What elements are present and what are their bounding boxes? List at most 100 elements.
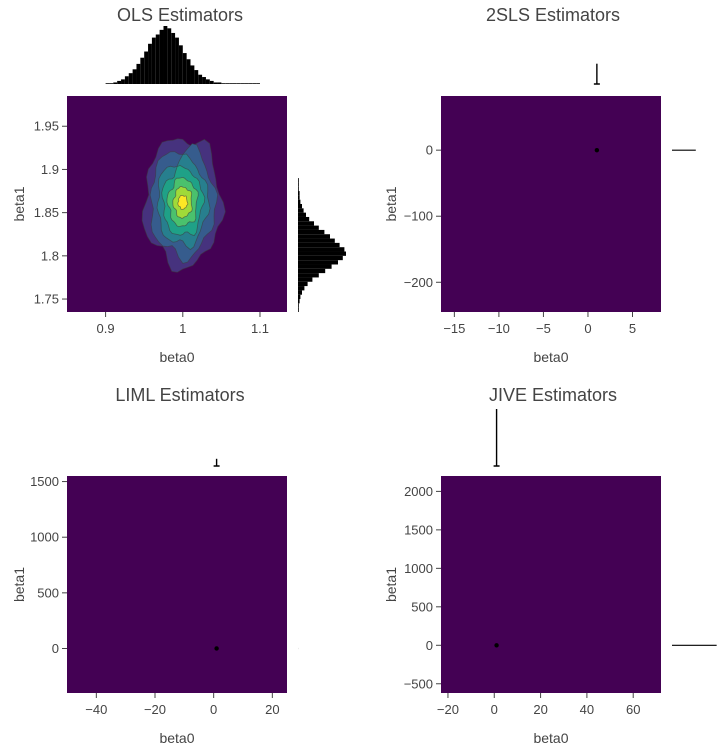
y-tick-label: 500 xyxy=(411,599,433,614)
marginal-x-bar xyxy=(144,51,149,84)
marginal-y-bar xyxy=(298,238,335,243)
chart-title: 2SLS Estimators xyxy=(486,5,620,25)
marginal-y-bar xyxy=(298,255,343,261)
marginal-y-bar xyxy=(298,195,300,200)
x-tick-label: 0.9 xyxy=(97,321,115,336)
marginal-y-bar xyxy=(298,212,306,217)
marginal-x-bar xyxy=(121,79,125,84)
x-tick-label: 60 xyxy=(626,702,640,717)
marginal-x-bar xyxy=(128,73,133,84)
panel-liml: LIML Estimators −40 −20 0 20 0 500 1000 1500 beta… xyxy=(11,385,299,746)
marginal-y-bar xyxy=(298,216,310,222)
marginal-y-bar xyxy=(298,281,308,287)
density-point xyxy=(214,646,219,651)
marginal-y-bar xyxy=(298,208,304,213)
marginal-x-bar xyxy=(167,28,172,84)
panel-2sls: 2SLS Estimators −15 −10 −5 0 5 −200 −100 0 beta0 b… xyxy=(383,5,696,365)
y-tick-label: 2000 xyxy=(404,484,433,499)
marginal-y-bar xyxy=(298,290,302,295)
marginal-x-bar xyxy=(105,83,110,84)
x-tick-label: 0 xyxy=(210,702,217,717)
x-tick-label: −20 xyxy=(437,702,459,717)
marginal-x-bar xyxy=(178,45,183,84)
y-tick-label: 1500 xyxy=(404,522,433,537)
y-tick-label: −200 xyxy=(404,275,433,290)
y-tick-label: 0 xyxy=(52,641,59,656)
marginal-x-bar xyxy=(213,82,218,84)
x-tick-label: 0 xyxy=(584,321,591,336)
y-tick-label: −100 xyxy=(404,209,433,224)
x-axis-label: beta0 xyxy=(159,349,194,365)
marginal-x-bar xyxy=(221,83,226,84)
marginal-y-bar xyxy=(298,242,340,248)
marginal-x-bar xyxy=(205,79,210,84)
marginal-x-bar xyxy=(194,70,199,84)
chart-title: OLS Estimators xyxy=(117,5,243,25)
x-tick-label: −5 xyxy=(536,321,551,336)
x-tick-label: 5 xyxy=(629,321,636,336)
marginal-x-bar xyxy=(132,69,137,84)
y-tick-label: 0 xyxy=(426,143,433,158)
marginal-x-bar xyxy=(232,83,237,84)
marginal-x-bar xyxy=(182,53,187,84)
x-axis-label: beta0 xyxy=(159,730,194,746)
y-tick-label: 1500 xyxy=(30,474,59,489)
marginal-y-bar xyxy=(298,234,330,239)
marginal-y-bar xyxy=(298,221,314,226)
marginal-x-bar xyxy=(155,34,160,84)
x-tick-label: −20 xyxy=(144,702,166,717)
marginal-y-bar xyxy=(298,191,300,196)
x-tick-label: 40 xyxy=(580,702,594,717)
x-tick-label: 1 xyxy=(179,321,186,336)
marginal-x-bar xyxy=(209,80,214,84)
marginal-y-bar xyxy=(298,273,319,278)
marginal-x-bar xyxy=(217,82,222,84)
x-tick-label: −40 xyxy=(85,702,107,717)
marginal-x-bar xyxy=(229,83,233,84)
marginal-x-bar xyxy=(124,76,129,84)
marginal-x-bar xyxy=(256,83,260,84)
marginal-x-bar xyxy=(236,83,241,84)
marginal-x-bar xyxy=(140,57,145,84)
marginal-y-bar xyxy=(298,199,301,204)
panel-ols: OLS Estimators 0.9 1 1.1 1.75 1.8 1.85 1.9 1.95 b… xyxy=(11,5,346,365)
y-axis-label: beta1 xyxy=(383,567,399,602)
y-tick-label: 1000 xyxy=(30,530,59,545)
x-tick-label: 20 xyxy=(533,702,547,717)
y-tick-label: 1.9 xyxy=(41,162,59,177)
marginal-y-bar xyxy=(298,251,346,256)
marginal-y-bar xyxy=(298,303,299,308)
plot-area xyxy=(441,476,661,693)
y-axis-label: beta1 xyxy=(11,186,27,221)
marginal-x-bar xyxy=(163,26,168,84)
marginal-y-bar xyxy=(298,182,299,187)
chart-title: LIML Estimators xyxy=(115,385,244,405)
y-axis-label: beta1 xyxy=(383,186,399,221)
marginal-x-bar xyxy=(151,37,156,84)
y-tick-label: 1000 xyxy=(404,561,433,576)
marginal-x-bar xyxy=(244,83,249,84)
density-contour xyxy=(177,195,189,211)
marginal-y-bar xyxy=(298,268,326,274)
panel-jive: JIVE Estimators −20 0 20 40 60 −500 0 500 1000 150… xyxy=(383,385,717,746)
marginal-y-bar xyxy=(298,299,300,304)
marginal-x-bar xyxy=(175,37,179,84)
marginal-x-bar xyxy=(190,65,195,84)
marginal-y-bar xyxy=(298,260,338,265)
y-tick-label: 1.95 xyxy=(34,119,59,134)
density-point xyxy=(494,643,499,648)
marginal-x-bar xyxy=(117,80,122,84)
marginal-x-bar xyxy=(252,83,257,84)
marginal-y-bar xyxy=(298,186,299,192)
marginal-y-bar xyxy=(298,307,299,312)
x-tick-label: 1.1 xyxy=(251,321,269,336)
marginal-y-bar xyxy=(298,178,299,183)
marginal-x-bar xyxy=(171,32,176,84)
marginal-x-bar xyxy=(148,43,152,84)
marginal-y-bar xyxy=(298,277,313,282)
marginal-x-bar xyxy=(109,83,114,84)
marginal-x-bar xyxy=(136,63,141,84)
y-tick-label: −500 xyxy=(404,676,433,691)
x-tick-label: 0 xyxy=(491,702,498,717)
marginal-y-bar xyxy=(298,294,301,300)
